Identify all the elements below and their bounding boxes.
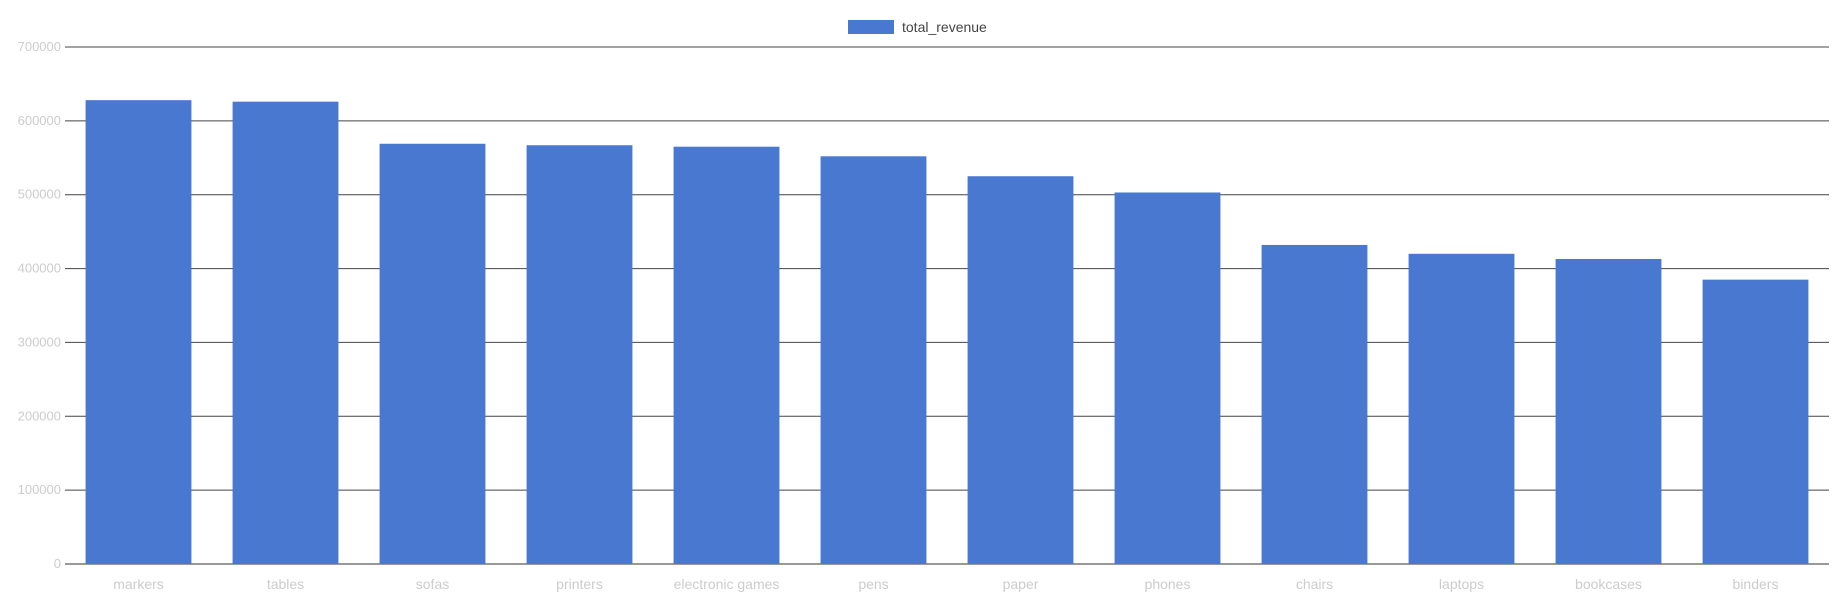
bar-pens — [820, 156, 927, 564]
x-tick-label: phones — [1145, 576, 1191, 592]
legend-swatch-total-revenue — [848, 20, 894, 34]
x-tick-label: chairs — [1296, 576, 1333, 592]
bar-tables — [232, 101, 339, 564]
x-axis-category-labels: markers tables sofas printers electronic gam… — [113, 576, 1778, 592]
bar-laptops — [1408, 253, 1515, 565]
bar-electronic-games — [673, 146, 780, 564]
x-tick-label: markers — [113, 576, 164, 592]
y-tick-label: 700000 — [18, 39, 61, 54]
y-tick-label: 400000 — [18, 261, 61, 276]
bar-paper — [967, 176, 1074, 564]
x-tick-label: pens — [858, 576, 888, 592]
x-tick-label: sofas — [416, 576, 449, 592]
y-tick-label: 500000 — [18, 187, 61, 202]
y-tick-label: 200000 — [18, 408, 61, 423]
bar-phones — [1114, 192, 1221, 564]
x-tick-label: bookcases — [1575, 576, 1642, 592]
bar-binders — [1702, 279, 1809, 564]
x-tick-label: laptops — [1439, 576, 1484, 592]
y-axis-tick-labels: 0 100000 200000 300000 400000 500000 600000 700… — [18, 39, 61, 571]
legend: total_revenue — [848, 19, 987, 35]
x-tick-label: printers — [556, 576, 603, 592]
bar-markers — [85, 100, 192, 565]
y-tick-label: 300000 — [18, 334, 61, 349]
legend-label-total-revenue: total_revenue — [902, 19, 987, 35]
gridlines — [65, 46, 1829, 565]
y-tick-label: 100000 — [18, 482, 61, 497]
bar-printers — [526, 145, 633, 565]
bar-sofas — [379, 143, 486, 564]
bar-chairs — [1261, 244, 1368, 565]
bar-bookcases — [1555, 258, 1662, 564]
y-tick-label: 0 — [54, 556, 61, 571]
x-tick-label: electronic games — [674, 576, 780, 592]
bars — [85, 100, 1809, 565]
x-tick-label: paper — [1003, 576, 1039, 592]
x-tick-label: binders — [1733, 576, 1779, 592]
x-tick-label: tables — [267, 576, 304, 592]
y-tick-label: 600000 — [18, 113, 61, 128]
